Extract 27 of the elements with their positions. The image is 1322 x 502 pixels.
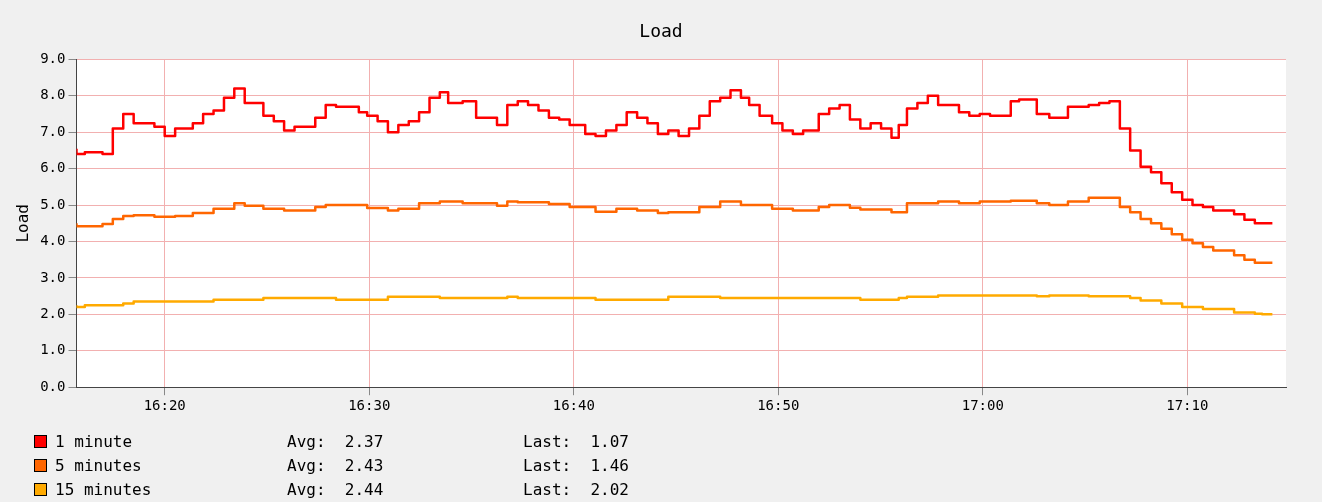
x-tick-label: 17:10	[1166, 397, 1209, 414]
text: Avg: 2.44	[287, 479, 385, 499]
x-tick-label: 16:40	[552, 397, 595, 414]
text: Last: 1.46	[523, 455, 629, 475]
y-tick-label: 1.0	[40, 341, 66, 358]
y-tick-label: 3.0	[40, 268, 66, 285]
x-tick-label: 16:20	[143, 397, 186, 414]
y-tick-label: 2.0	[40, 305, 66, 321]
y-tick-label: 5.0	[40, 195, 66, 212]
y-tick-label: 9.0	[40, 50, 66, 67]
text: Avg: 2.37	[287, 431, 385, 451]
y-axis-title: Load	[12, 204, 32, 243]
y-tick-label: 6.0	[40, 159, 66, 176]
x-tick-label: 17:00	[961, 397, 1004, 414]
x-tick-label: 16:30	[348, 397, 391, 414]
y-tick-label: 4.0	[40, 232, 66, 249]
text: Avg: 2.43	[287, 455, 385, 475]
text: Last: 1.07	[523, 431, 629, 451]
legend-label: 15 minutes	[55, 479, 153, 499]
legend-label: 1 minute	[55, 431, 134, 451]
y-tick-label: 8.0	[40, 86, 66, 103]
chart-title: Load	[638, 20, 684, 41]
y-tick-label: 0.0	[40, 377, 66, 394]
text: Last: 2.02	[523, 479, 629, 499]
legend-label: 5 minutes	[55, 455, 143, 475]
y-tick-label: 7.0	[40, 122, 66, 139]
x-tick-label: 16:50	[757, 397, 800, 414]
